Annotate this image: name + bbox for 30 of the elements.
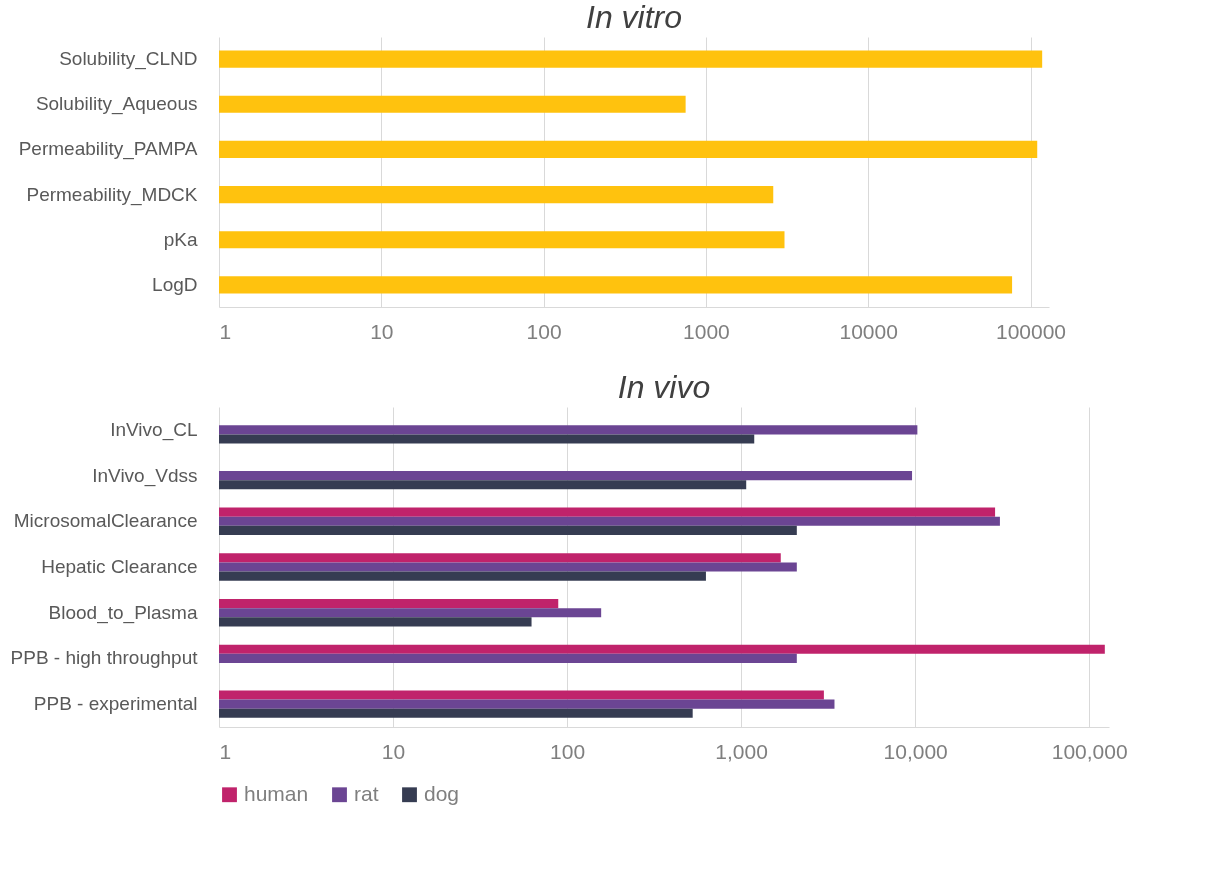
legend-label: human — [244, 781, 309, 805]
x-tick-label: 10,000 — [883, 739, 948, 763]
y-tick-label: Hepatic Clearance — [41, 556, 198, 577]
x-tick-label: 100000 — [995, 319, 1067, 343]
y-tick-label: LogD — [152, 273, 198, 295]
y-tick-label: InVivo_CL — [110, 418, 198, 441]
legend-label: dog — [424, 781, 460, 805]
y-tick-label: pKa — [163, 228, 198, 250]
y-tick-label: InVivo_Vdss — [92, 464, 198, 487]
legend-label: rat — [354, 781, 379, 805]
y-tick-label: Permeability_MDCK — [26, 183, 198, 206]
y-tick-label: Solubility_Aqueous — [35, 93, 198, 116]
x-tick-label: 1 — [219, 739, 232, 763]
chart-title: In vivo — [617, 369, 711, 405]
x-tick-label: 100,000 — [1051, 739, 1128, 763]
y-tick-label: PPB - high throughput — [10, 647, 199, 669]
chart-title: In vitro — [585, 0, 683, 35]
x-tick-label: 10 — [381, 739, 406, 763]
x-tick-label: 1000 — [683, 319, 730, 343]
y-tick-label: MicrosomalClearance — [13, 510, 198, 532]
x-tick-label: 10 — [370, 319, 394, 343]
x-tick-label: 1,000 — [715, 739, 768, 763]
y-tick-label: PPB - experimental — [33, 693, 198, 715]
x-tick-label: 100 — [526, 319, 562, 343]
x-tick-label: 10000 — [839, 319, 898, 343]
y-tick-label: Permeability_PAMPA — [18, 138, 198, 161]
y-tick-label: Solubility_CLND — [59, 48, 198, 71]
x-tick-label: 100 — [550, 739, 586, 763]
y-tick-label: Blood_to_Plasma — [48, 601, 198, 624]
x-tick-label: 1 — [219, 319, 232, 343]
